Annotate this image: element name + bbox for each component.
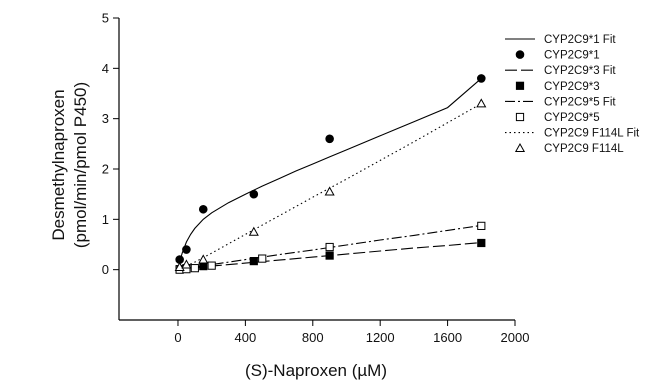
data-point: [182, 245, 191, 254]
data-point: [325, 242, 334, 252]
x-tick-label: 2000: [501, 330, 530, 345]
legend-label-fit: CYP2C9*3 Fit: [544, 65, 616, 77]
legend-label-series: CYP2C9 F114L: [544, 143, 624, 155]
data-point: [476, 74, 486, 83]
y-tick-label: 5: [102, 11, 109, 26]
legend-label-fit: CYP2C9*1 Fit: [544, 34, 616, 46]
fit-lines: [177, 77, 482, 271]
data-points: [174, 74, 487, 274]
legend-label-fit: CYP2C9 F114L Fit: [544, 128, 640, 140]
data-point: [477, 238, 486, 248]
fit-line-1: [177, 77, 482, 270]
axes: 0 1 2 3 4 5 0 400 800 1200 1600 2000: [102, 11, 530, 346]
data-point: [249, 189, 259, 199]
legend-marker-swatch: [514, 142, 526, 153]
data-point: [174, 261, 185, 272]
data-point: [199, 262, 208, 271]
y-tick-label: 3: [102, 111, 109, 126]
y-tick-label: 4: [102, 61, 109, 76]
x-tick-label: 400: [235, 330, 257, 345]
legend-label-fit: CYP2C9*5 Fit: [544, 96, 616, 108]
data-point: [477, 221, 486, 230]
fit-line-4: [177, 103, 482, 271]
legend-marker-swatch: [515, 112, 525, 122]
legend-marker-swatch: [515, 50, 525, 59]
legend-marker-swatch: [515, 81, 525, 90]
data-point: [325, 251, 334, 260]
x-tick-label: 1200: [366, 330, 395, 345]
x-tick-label: 1600: [433, 330, 462, 345]
y-tick-label: 2: [102, 162, 109, 177]
x-axis-title: (S)-Naproxen (µM): [245, 361, 387, 380]
legend: CYP2C9*1 Fit CYP2C9*1 CYP2C9*3 Fit CYP2C9*3…: [505, 34, 640, 155]
legend-label-series: CYP2C9*1: [544, 50, 600, 62]
data-point: [249, 257, 258, 266]
x-tick-label: 800: [302, 330, 324, 345]
data-point: [198, 204, 208, 214]
x-tick-label: 0: [174, 330, 181, 345]
data-point: [248, 226, 259, 236]
data-point: [258, 254, 267, 263]
data-point: [325, 134, 334, 144]
data-point: [324, 186, 335, 196]
y-tick-label: 1: [102, 212, 109, 227]
data-point: [198, 254, 209, 264]
data-point: [190, 264, 199, 273]
y-axis-title: Desmethylnaproxen (pmol/min/pmol P450): [49, 82, 90, 248]
data-point: [476, 98, 487, 108]
legend-label-series: CYP2C9*5: [544, 112, 600, 124]
y-tick-label: 0: [102, 262, 109, 277]
legend-label-series: CYP2C9*3: [544, 81, 600, 93]
y-axis-title-line2: (pmol/min/pmol P450): [71, 82, 90, 248]
y-axis-title-line1: Desmethylnaproxen: [49, 89, 68, 240]
data-point: [181, 259, 192, 269]
data-point: [207, 261, 216, 270]
